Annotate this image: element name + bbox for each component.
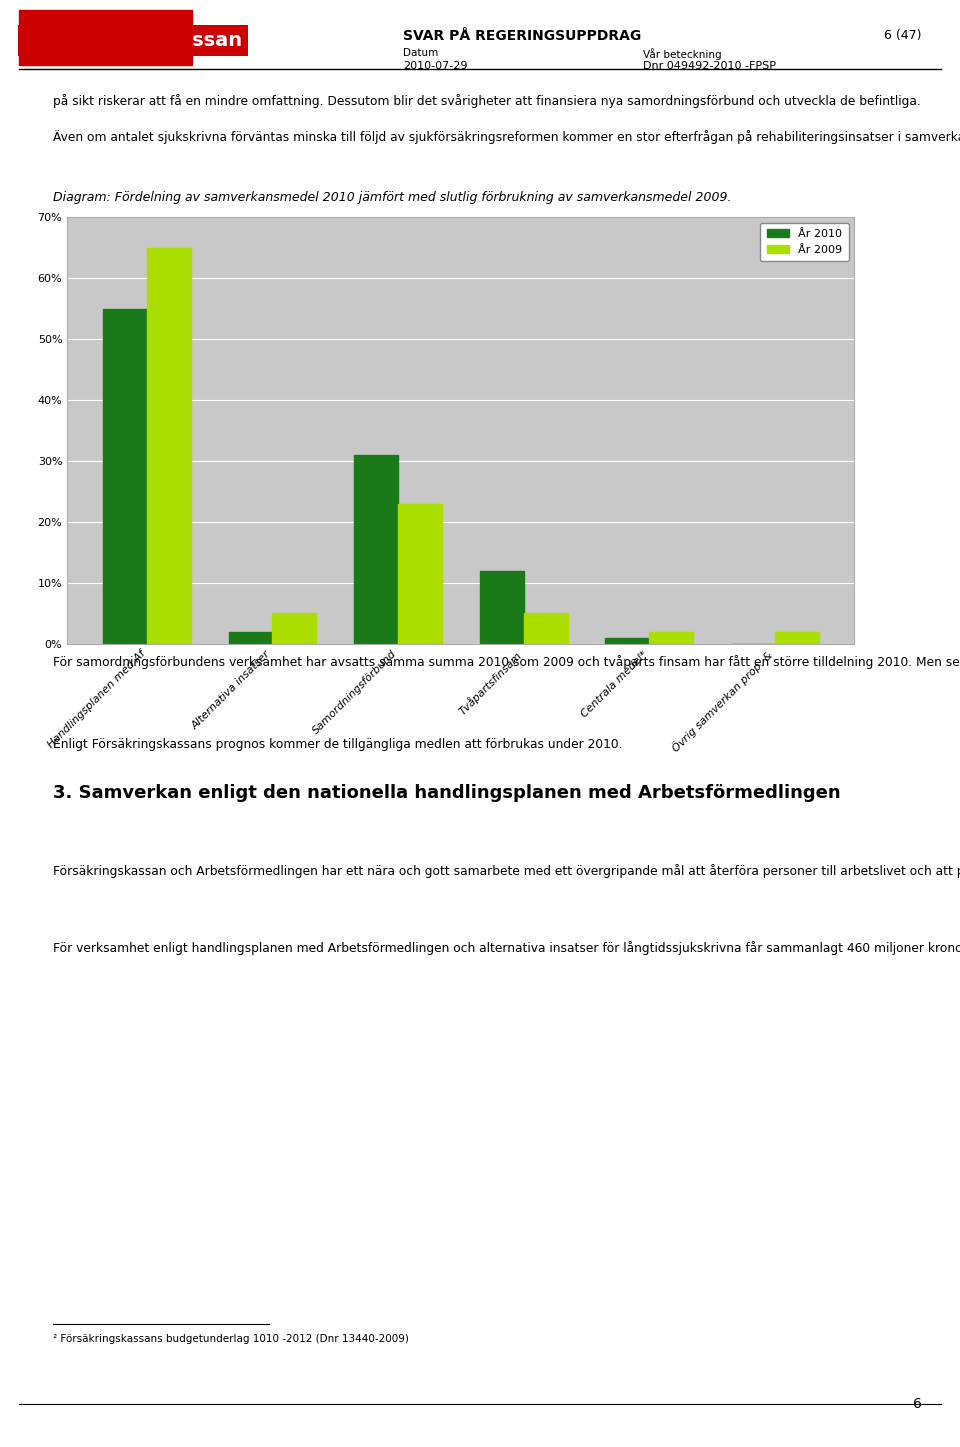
- Bar: [523, 614, 567, 644]
- Bar: [228, 632, 273, 644]
- Bar: [398, 504, 442, 644]
- Bar: [147, 247, 191, 644]
- Text: 2010-07-29: 2010-07-29: [403, 61, 468, 71]
- Bar: [775, 632, 819, 644]
- Bar: [480, 570, 523, 644]
- Text: Försäkringskassan: Försäkringskassan: [24, 30, 242, 51]
- Text: Vår beteckning: Vår beteckning: [643, 48, 722, 59]
- Text: För samordningsförbundens verksamhet har avsatts samma summa 2010 som 2009 och t: För samordningsförbundens verksamhet har…: [53, 655, 960, 670]
- Legend: År 2010, År 2009: År 2010, År 2009: [760, 223, 849, 262]
- Text: Enligt Försäkringskassans prognos kommer de tillgängliga medlen att förbrukas un: Enligt Försäkringskassans prognos kommer…: [53, 738, 622, 751]
- Text: ² Försäkringskassans budgetunderlag 1010 -2012 (Dnr 13440-2009): ² Försäkringskassans budgetunderlag 1010…: [53, 1334, 409, 1344]
- Text: på sikt riskerar att få en mindre omfattning. Dessutom blir det svårigheter att : på sikt riskerar att få en mindre omfatt…: [53, 94, 921, 109]
- Text: 6: 6: [913, 1396, 922, 1411]
- Text: Datum: Datum: [403, 48, 439, 58]
- Text: SVAR PÅ REGERINGSUPPDRAG: SVAR PÅ REGERINGSUPPDRAG: [403, 29, 641, 43]
- Text: Dnr 049492-2010 -FPSP: Dnr 049492-2010 -FPSP: [643, 61, 777, 71]
- Text: För verksamhet enligt handlingsplanen med Arbetsförmedlingen och alternativa ins: För verksamhet enligt handlingsplanen me…: [53, 941, 960, 955]
- Text: Diagram: Fördelning av samverkansmedel 2010 jämfört med slutlig förbrukning av s: Diagram: Fördelning av samverkansmedel 2…: [53, 191, 732, 204]
- Bar: [103, 308, 147, 644]
- Bar: [273, 614, 317, 644]
- Bar: [354, 454, 398, 644]
- Bar: [649, 632, 693, 644]
- Text: 6 (47): 6 (47): [884, 29, 922, 42]
- Bar: [605, 638, 649, 644]
- Text: Även om antalet sjukskrivna förväntas minska till följd av sjukförsäkringsreform: Även om antalet sjukskrivna förväntas mi…: [53, 130, 960, 145]
- Text: Försäkringskassan och Arbetsförmedlingen har ett nära och gott samarbete med ett: Försäkringskassan och Arbetsförmedlingen…: [53, 864, 960, 878]
- Text: 3. Samverkan enligt den nationella handlingsplanen med Arbetsförmedlingen: 3. Samverkan enligt den nationella handl…: [53, 784, 840, 802]
